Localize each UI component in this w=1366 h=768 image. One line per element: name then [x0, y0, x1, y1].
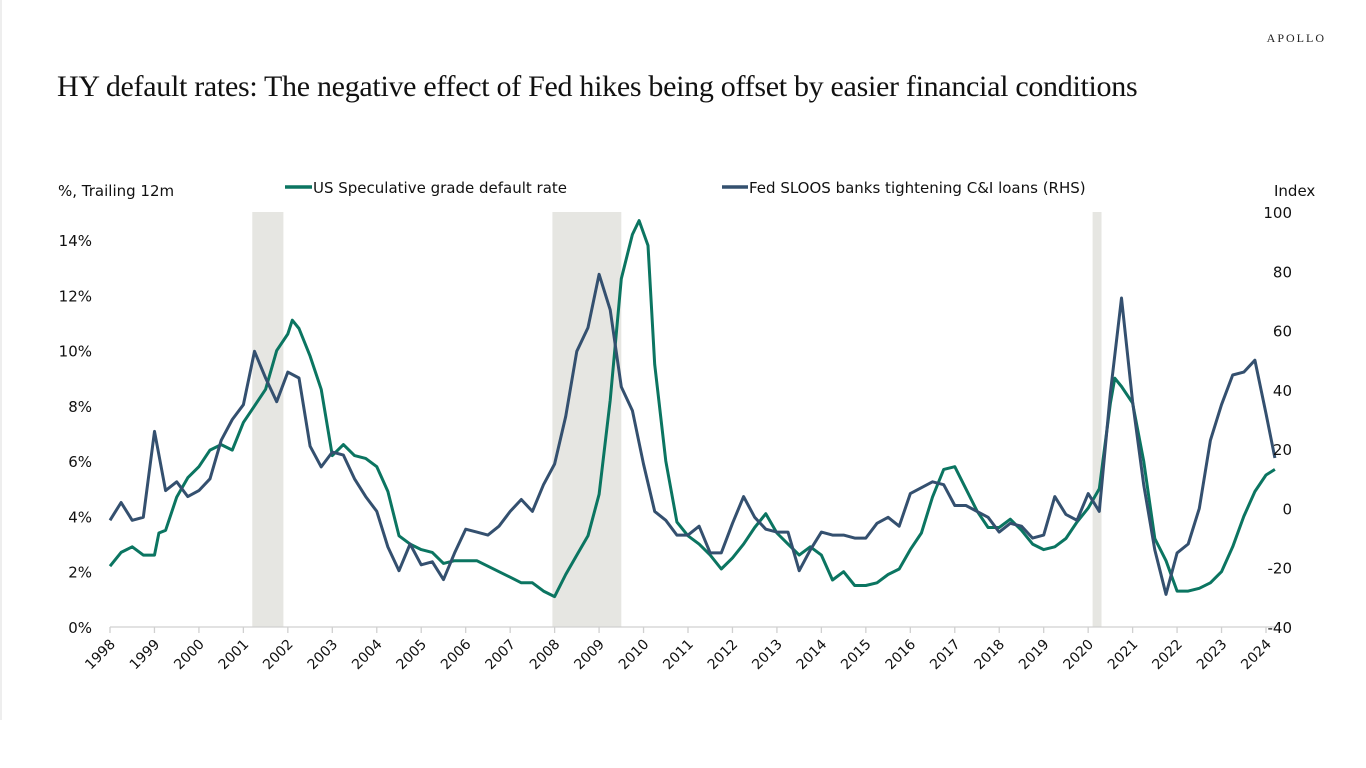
- x-tick-label: 2010: [616, 637, 653, 674]
- y-right-tick-label: 100: [1263, 204, 1292, 222]
- y-left-tick-label: 6%: [68, 453, 92, 471]
- y-left-tick-label: 0%: [68, 619, 92, 637]
- x-tick-label: 1998: [82, 637, 119, 674]
- x-tick-label: 2013: [749, 637, 786, 674]
- x-tick-label: 2021: [1105, 637, 1142, 674]
- sloos-tightening-line: [108, 272, 1277, 596]
- left-edge-divider: [0, 0, 2, 720]
- y-right-tick-label: -20: [1268, 560, 1293, 578]
- y-right-axis-title: Index: [1274, 182, 1315, 200]
- y-right-tick-label: 40: [1273, 382, 1292, 400]
- y-right-tick-label: 20: [1273, 441, 1292, 459]
- legend-sloos-label: Fed SLOOS banks tightening C&I loans (RH…: [749, 179, 1086, 197]
- y-left-tick-label: 10%: [59, 343, 92, 361]
- y-left-tick-label: 8%: [68, 398, 92, 416]
- x-tick-label: 2022: [1149, 637, 1186, 674]
- x-tick-label: 2002: [260, 637, 297, 674]
- x-tick-label: 2011: [660, 637, 697, 674]
- x-tick-label: 2023: [1194, 637, 1231, 674]
- chart-title: HY default rates: The negative effect of…: [57, 70, 1138, 103]
- legend-hy-label: US Speculative grade default rate: [313, 179, 567, 197]
- y-right-tick-label: 80: [1273, 263, 1292, 281]
- x-tick-label: 2017: [927, 637, 964, 674]
- x-tick-label: 2007: [482, 637, 519, 674]
- x-tick-label: 2001: [216, 637, 253, 674]
- y-left-tick-label: 4%: [68, 508, 92, 526]
- x-tick-label: 2014: [794, 636, 831, 673]
- x-tick-label: 2008: [527, 637, 564, 674]
- x-tick-label: 2018: [972, 637, 1009, 674]
- x-tick-label: 2019: [1016, 637, 1053, 674]
- x-tick-label: 2004: [349, 636, 386, 673]
- x-tick-label: 2003: [305, 637, 342, 674]
- recession-band: [1092, 212, 1102, 627]
- x-tick-label: 2015: [838, 637, 875, 674]
- y-left-tick-label: 14%: [59, 232, 92, 250]
- recession-band: [552, 212, 622, 627]
- hy-default-rate-line: [108, 219, 1276, 599]
- x-tick-label: 2009: [571, 637, 608, 674]
- y-right-tick-label: 0: [1282, 500, 1292, 518]
- x-tick-label: 2000: [171, 637, 208, 674]
- x-tick-label: 2024: [1238, 636, 1275, 673]
- x-tick-label: 2005: [394, 637, 431, 674]
- brand-logo: APOLLO: [1266, 31, 1326, 45]
- x-tick-label: 2020: [1060, 637, 1097, 674]
- x-tick-label: 2006: [438, 636, 475, 673]
- x-tick-label: 2016: [883, 636, 920, 673]
- y-left-tick-label: 2%: [68, 564, 92, 582]
- y-right-tick-label: -40: [1268, 619, 1293, 637]
- y-left-tick-label: 12%: [59, 287, 92, 305]
- recession-band: [252, 212, 284, 627]
- x-tick-label: 2012: [705, 637, 742, 674]
- y-right-tick-label: 60: [1273, 323, 1292, 341]
- y-left-axis-title: %, Trailing 12m: [58, 182, 174, 200]
- x-tick-label: 1999: [127, 637, 164, 674]
